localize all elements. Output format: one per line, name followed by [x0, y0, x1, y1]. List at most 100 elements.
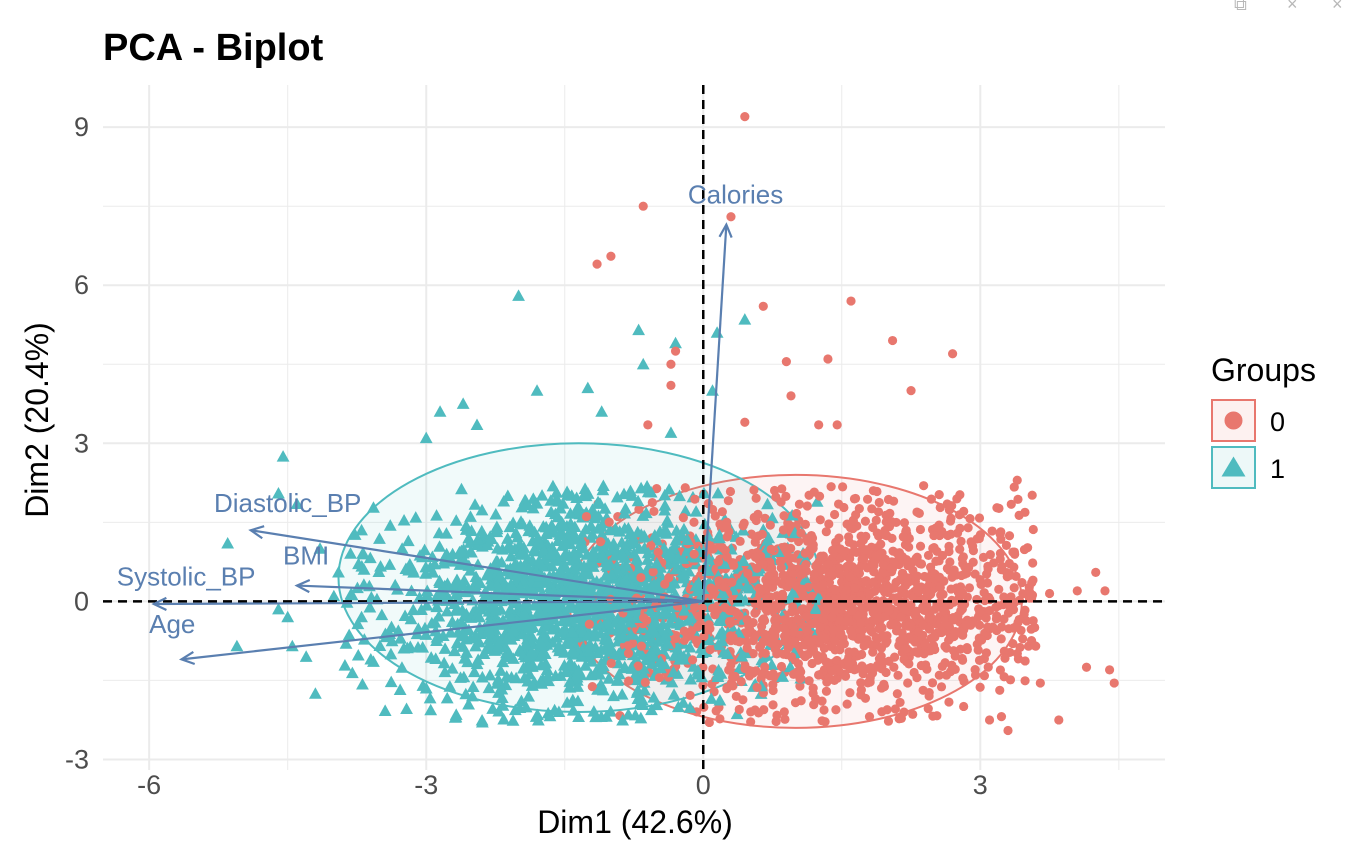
window-close-icon[interactable]: × [1287, 0, 1298, 14]
point-group-0 [796, 696, 806, 706]
point-group-0 [1081, 662, 1092, 672]
point-group-1 [677, 522, 691, 535]
point-group-0 [1031, 641, 1041, 651]
point-group-0 [584, 619, 594, 629]
point-group-1 [375, 608, 389, 621]
point-group-0 [876, 683, 887, 693]
point-group-0 [926, 646, 936, 656]
point-group-0 [845, 572, 855, 582]
point-group-0 [697, 603, 707, 613]
point-group-0 [868, 607, 878, 617]
point-group-1 [513, 644, 527, 657]
point-group-0 [711, 706, 721, 716]
point-group-0 [794, 499, 805, 509]
point-group-1 [630, 611, 643, 624]
point-group-0 [832, 420, 842, 430]
point-group-0 [777, 589, 788, 599]
point-group-0 [1009, 562, 1019, 572]
point-group-0 [1072, 586, 1082, 596]
point-group-0 [937, 661, 947, 672]
point-group-1 [504, 541, 518, 554]
arrow-Diastolic_BP [250, 529, 704, 603]
point-group-1 [561, 488, 574, 501]
point-group-1 [689, 505, 703, 517]
point-group-1 [356, 677, 369, 690]
point-group-0 [851, 547, 862, 557]
point-group-1 [631, 525, 645, 538]
y-axis-title: Dim2 (20.4%) [19, 322, 55, 518]
point-group-1 [418, 543, 431, 556]
point-group-0 [729, 560, 739, 570]
point-group-1 [523, 519, 537, 531]
point-group-0 [1028, 616, 1038, 626]
point-group-0 [909, 667, 919, 678]
point-group-1 [404, 612, 418, 625]
point-group-0 [987, 526, 997, 536]
point-group-0 [1027, 490, 1037, 500]
point-group-1 [581, 381, 595, 394]
point-group-0 [894, 548, 905, 558]
point-group-0 [922, 664, 932, 674]
point-group-0 [861, 545, 871, 555]
point-group-0 [726, 212, 736, 222]
point-group-0 [672, 601, 683, 611]
point-group-1 [578, 487, 591, 500]
point-group-0 [999, 646, 1009, 656]
point-group-1 [532, 555, 546, 567]
point-group-0 [808, 688, 818, 699]
point-group-0 [758, 301, 768, 311]
point-group-1 [615, 536, 629, 548]
point-group-1 [667, 665, 680, 678]
point-group-1 [624, 661, 638, 673]
point-group-1 [648, 529, 662, 541]
point-group-0 [892, 689, 902, 699]
point-group-1 [572, 663, 585, 676]
point-group-1 [736, 571, 750, 584]
point-group-0 [639, 613, 649, 623]
point-group-0 [719, 582, 729, 592]
point-group-1 [546, 479, 560, 492]
point-group-0 [1008, 547, 1018, 557]
point-group-0 [1027, 578, 1037, 588]
point-group-0 [923, 704, 933, 714]
point-group-0 [950, 626, 960, 637]
point-group-1 [444, 626, 458, 638]
point-group-1 [221, 537, 235, 549]
point-group-0 [824, 519, 834, 529]
point-group-0 [910, 637, 920, 647]
point-group-1 [477, 647, 491, 659]
window-restore-icon[interactable]: ⧉ [1234, 0, 1247, 14]
point-group-0 [781, 357, 791, 367]
point-group-1 [761, 497, 774, 510]
point-group-1 [604, 623, 618, 635]
point-group-1 [344, 547, 357, 559]
point-group-1 [438, 665, 452, 678]
point-group-0 [647, 497, 657, 508]
point-group-0 [829, 509, 840, 520]
point-group-0 [890, 704, 901, 714]
point-group-0 [959, 506, 969, 516]
point-group-0 [743, 569, 753, 579]
point-group-0 [775, 557, 785, 567]
point-group-1 [515, 694, 528, 707]
point-group-1 [540, 663, 554, 675]
point-group-1 [559, 665, 573, 678]
point-group-0 [804, 676, 814, 686]
point-group-1 [631, 692, 645, 705]
point-group-1 [809, 602, 823, 614]
point-group-1 [568, 563, 582, 575]
point-group-1 [463, 536, 477, 548]
point-group-1 [503, 603, 517, 615]
point-group-0 [796, 667, 806, 677]
point-group-1 [575, 541, 589, 554]
window-close-icon-2[interactable]: × [1332, 0, 1343, 14]
point-group-1 [684, 672, 698, 685]
point-group-0 [809, 487, 819, 497]
point-group-0 [724, 665, 734, 675]
point-group-0 [751, 493, 761, 503]
point-group-0 [759, 629, 770, 639]
point-group-1 [564, 517, 578, 529]
point-group-0 [994, 584, 1004, 594]
point-group-0 [795, 681, 805, 691]
point-group-0 [895, 697, 905, 708]
